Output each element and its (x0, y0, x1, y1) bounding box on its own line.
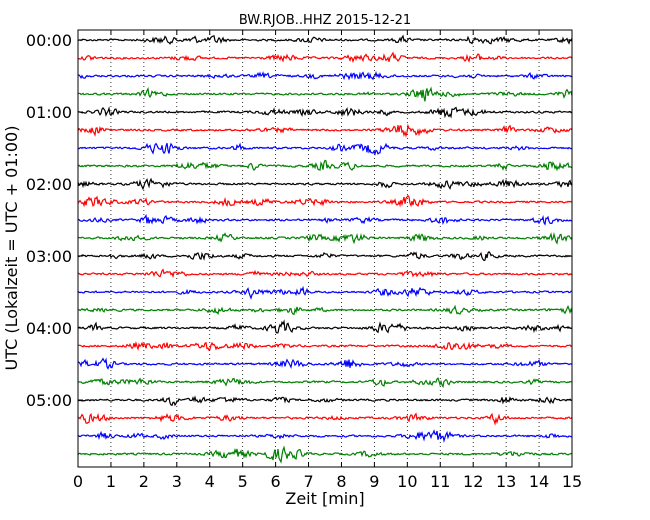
y-tick-label: 01:00 (26, 103, 72, 122)
x-tick-label: 1 (106, 472, 116, 491)
y-tick-label: 04:00 (26, 319, 72, 338)
x-tick-label: 0 (73, 472, 83, 491)
trace-line (77, 268, 573, 279)
x-tick-label: 13 (496, 472, 516, 491)
x-tick-label: 7 (303, 472, 313, 491)
traces (77, 34, 573, 464)
trace-line (77, 304, 573, 316)
x-tick-label: 12 (463, 472, 483, 491)
y-tick-label: 03:00 (26, 247, 72, 266)
x-tick-label: 4 (205, 472, 215, 491)
trace-line (77, 123, 573, 138)
trace-line (77, 377, 573, 389)
x-tick-label: 2 (139, 472, 149, 491)
trace-line (77, 429, 573, 444)
y-tick-label: 02:00 (26, 175, 72, 194)
trace-line (77, 142, 573, 156)
x-tick-label: 9 (369, 472, 379, 491)
x-tick-label: 6 (271, 472, 281, 491)
x-tick-label: 3 (172, 472, 182, 491)
trace-line (77, 319, 573, 334)
x-axis: 0 1 2 3 4 5 6 7 8 9 10 11 12 13 14 15 (73, 30, 582, 491)
trace-line (77, 51, 573, 64)
trace-line (77, 412, 573, 426)
trace-line (77, 340, 573, 352)
x-tick-label: 15 (562, 472, 582, 491)
trace-line (77, 395, 573, 407)
x-tick-label: 14 (529, 472, 549, 491)
trace-line (77, 357, 573, 370)
trace-line (77, 445, 573, 464)
y-tick-label: 00:00 (26, 31, 72, 50)
plot-frame (77, 29, 573, 468)
y-tick-label: 05:00 (26, 391, 72, 410)
chart-title: BW.RJOB..HHZ 2015-12-21 (239, 13, 411, 28)
trace-line (77, 86, 573, 102)
x-axis-label: Zeit [min] (285, 489, 364, 508)
x-tick-label: 10 (397, 472, 417, 491)
grid (110, 30, 540, 467)
trace-line (77, 232, 573, 245)
x-tick-label: 11 (430, 472, 450, 491)
trace-line (77, 194, 573, 208)
trace-line (77, 159, 573, 172)
trace-line (77, 70, 573, 81)
trace-line (77, 106, 573, 119)
trace-line (77, 34, 573, 45)
trace-line (77, 177, 573, 191)
y-axis: 00:00 01:00 02:00 03:00 04:00 05:00 (26, 31, 572, 410)
y-axis-label: UTC (Lokalzeit = UTC + 01:00) (2, 126, 21, 371)
trace-line (77, 250, 573, 262)
trace-line (77, 213, 573, 226)
x-tick-label: 5 (238, 472, 248, 491)
trace-line (77, 285, 573, 300)
x-tick-label: 8 (336, 472, 346, 491)
